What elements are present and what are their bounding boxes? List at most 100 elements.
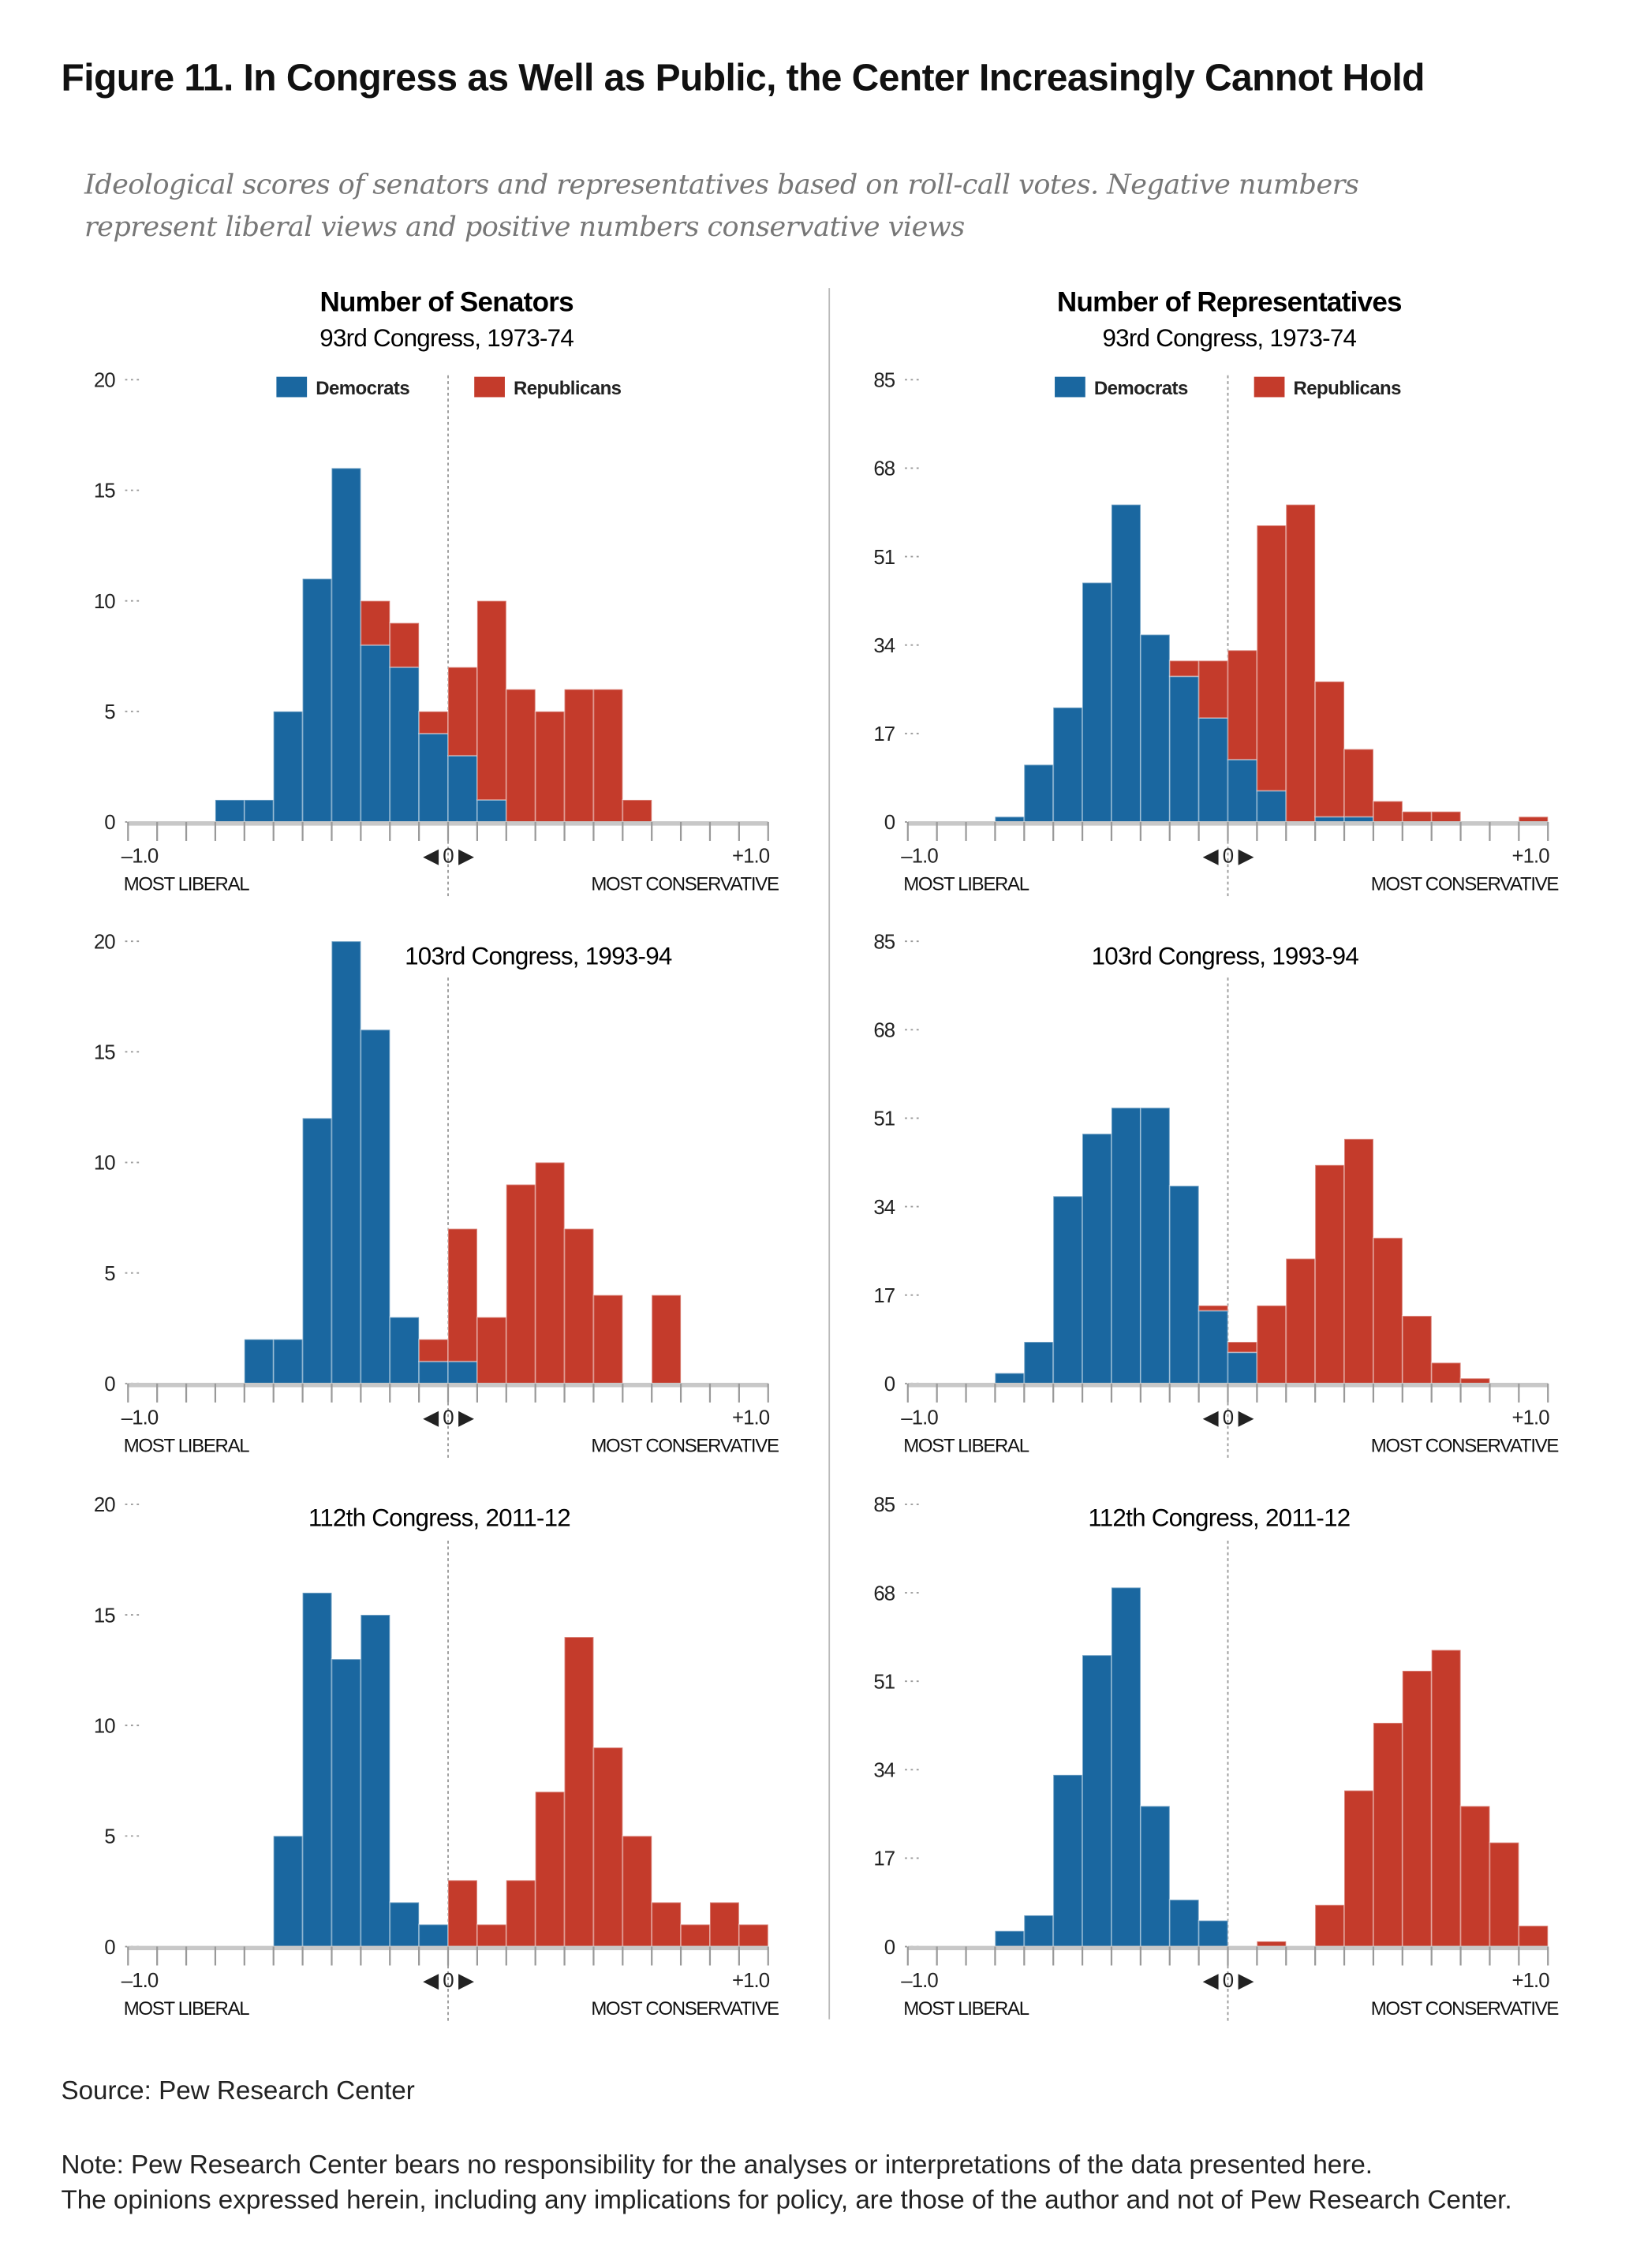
bar-republicans — [1227, 649, 1258, 760]
x-zero-label: ◀ 0 ▶ — [423, 1970, 474, 1992]
legend-swatch-democrats — [276, 376, 308, 398]
bar-republicans — [1285, 1257, 1317, 1384]
bar-democrats — [1168, 1899, 1200, 1948]
bar-democrats — [331, 1658, 362, 1948]
bar-republicans — [1373, 1722, 1403, 1948]
bar-democrats — [1139, 1805, 1171, 1948]
bar-democrats — [418, 732, 449, 823]
bar-democrats — [1082, 1654, 1112, 1948]
bar-republicans — [1489, 1841, 1520, 1948]
bar-democrats — [1139, 633, 1171, 823]
y-tick-label: 5 — [104, 1826, 115, 1848]
bar-democrats — [1082, 1133, 1112, 1384]
histogram-senate-2: 112th Congress, 2011-12 0 5 10 15 20 –1.0 ◀ 0 ▶… — [94, 1494, 779, 2023]
bar-republicans — [534, 1791, 566, 1948]
bar-republicans — [651, 1294, 682, 1384]
bar-republicans — [418, 1338, 449, 1362]
x-min-label: –1.0 — [121, 846, 159, 868]
most-liberal-label: MOST LIBERAL — [903, 874, 1029, 895]
bar-republicans — [1518, 816, 1549, 823]
y-tick-label: 17 — [873, 1285, 895, 1307]
bar-democrats — [1198, 1919, 1229, 1948]
chart-title: 112th Congress, 2011-12 — [308, 1504, 570, 1532]
bar-democrats — [1198, 1310, 1229, 1384]
bar-democrats — [1198, 717, 1229, 823]
bar-republicans — [1256, 1941, 1287, 1948]
y-tick-label: 0 — [104, 1937, 115, 1959]
bar-republicans — [1314, 1904, 1345, 1948]
bar-republicans — [738, 1923, 769, 1948]
histogram-house-0: 93rd Congress, 1973-74 0 17 34 51 68 85 –1.0 ◀ 0… — [873, 324, 1560, 898]
bar-democrats — [301, 1592, 333, 1948]
bar-democrats — [301, 577, 333, 823]
bar-republicans — [1343, 1789, 1374, 1948]
most-conservative-label: MOST CONSERVATIVE — [1371, 1998, 1559, 2020]
bar-democrats — [1082, 581, 1112, 823]
bar-republicans — [1256, 525, 1287, 792]
bar-democrats — [994, 816, 1026, 823]
bar-democrats — [447, 1360, 478, 1384]
bar-republicans — [1459, 1377, 1491, 1384]
x-max-label: +1.0 — [1511, 846, 1549, 868]
y-tick-label: 10 — [94, 1153, 115, 1175]
bar-democrats — [994, 1930, 1026, 1948]
y-tick-label: 15 — [94, 1605, 115, 1627]
bar-republicans — [592, 1747, 624, 1948]
bar-republicans — [651, 1901, 682, 1948]
bar-democrats — [243, 1338, 275, 1384]
most-liberal-label: MOST LIBERAL — [124, 874, 250, 895]
source-text: Source: Pew Research Center — [61, 2076, 415, 2105]
most-conservative-label: MOST CONSERVATIVE — [1371, 874, 1559, 895]
bar-democrats — [1256, 790, 1287, 823]
histogram-senate-0: 93rd Congress, 1973-74 0 5 10 15 20 –1.0 ◀ 0 ▶ +… — [94, 324, 779, 898]
y-tick-label: 85 — [873, 931, 895, 953]
y-tick-label: 85 — [873, 370, 895, 392]
y-tick-label: 68 — [873, 1020, 895, 1042]
bar-republicans — [418, 710, 449, 734]
y-tick-label: 51 — [873, 1671, 895, 1693]
bar-democrats — [389, 666, 420, 823]
bar-democrats — [1343, 816, 1374, 823]
bar-republicans — [447, 666, 478, 757]
figure-subtitle: Ideological scores of senators and repre… — [84, 164, 1359, 248]
legend-label-republicans: Republicans — [514, 378, 622, 399]
chart-title: 103rd Congress, 1993-94 — [1092, 943, 1359, 970]
bar-republicans — [563, 1636, 595, 1948]
bar-republicans — [447, 1879, 478, 1948]
bar-republicans — [1227, 1341, 1258, 1354]
most-liberal-label: MOST LIBERAL — [903, 1436, 1029, 1457]
y-tick-label: 0 — [884, 1373, 895, 1396]
bar-democrats — [1023, 1915, 1055, 1948]
bar-democrats — [476, 799, 507, 823]
legend: Democrats Republicans — [1055, 376, 1402, 399]
bar-republicans — [1459, 1805, 1491, 1948]
y-tick-label: 34 — [873, 1197, 895, 1219]
y-tick-label: 68 — [873, 458, 895, 480]
subtitle-line-1: Ideological scores of senators and repre… — [84, 168, 1359, 201]
most-conservative-label: MOST CONSERVATIVE — [591, 1998, 779, 2020]
note-text: Note: Pew Research Center bears no respo… — [61, 2147, 1511, 2218]
legend-swatch-republicans — [1254, 376, 1285, 398]
bar-republicans — [709, 1901, 740, 1948]
y-tick-label: 15 — [94, 1042, 115, 1064]
bar-republicans — [592, 1294, 624, 1384]
x-zero-label: ◀ 0 ▶ — [1203, 1407, 1254, 1429]
y-tick-label: 10 — [94, 1715, 115, 1737]
bar-democrats — [360, 1614, 391, 1948]
chart-title: 93rd Congress, 1973-74 — [1102, 324, 1356, 352]
note-line-2: The opinions expressed herein, including… — [61, 2184, 1512, 2214]
bar-democrats — [1168, 675, 1200, 823]
y-tick-label: 0 — [104, 812, 115, 834]
legend-label-democrats: Democrats — [1094, 378, 1188, 399]
chart-title: 103rd Congress, 1993-94 — [405, 943, 672, 970]
y-tick-label: 34 — [873, 1760, 895, 1782]
y-tick-label: 17 — [873, 723, 895, 745]
representatives-heading: Number of Representatives — [1057, 287, 1402, 318]
bar-republicans — [622, 1835, 653, 1948]
bar-democrats — [360, 644, 391, 823]
note-line-1: Note: Pew Research Center bears no respo… — [61, 2150, 1373, 2180]
bar-republicans — [476, 600, 507, 801]
bar-republicans — [1198, 1304, 1229, 1312]
x-zero-label: ◀ 0 ▶ — [423, 846, 474, 868]
